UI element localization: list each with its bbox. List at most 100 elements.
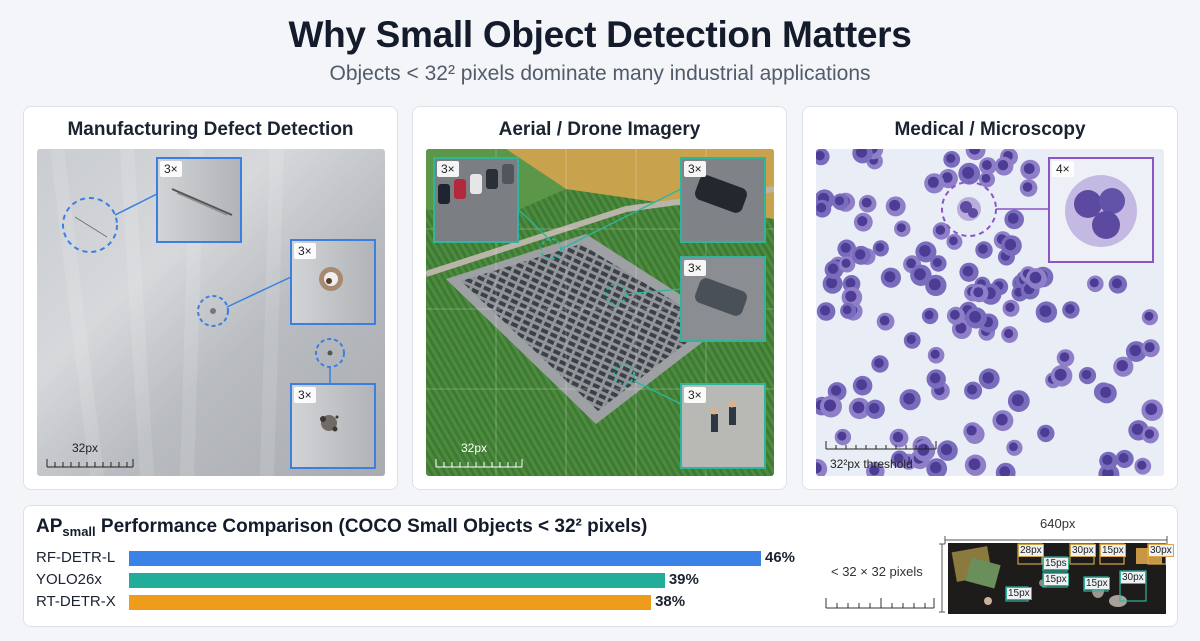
panel-title: Aerial / Drone Imagery bbox=[498, 119, 701, 140]
cell-nucleus bbox=[892, 431, 904, 443]
bar bbox=[129, 573, 665, 588]
cell-nucleus bbox=[816, 150, 825, 161]
cell-nucleus bbox=[1144, 342, 1155, 353]
cell-nucleus bbox=[1118, 453, 1129, 463]
size-note: < 32 × 32 pixels bbox=[831, 564, 923, 579]
metal-surface-image: 3× 3× 3× 32px bbox=[37, 149, 385, 476]
cell-nucleus bbox=[946, 153, 956, 163]
cell-nucleus bbox=[940, 444, 953, 456]
cell-nucleus bbox=[841, 258, 851, 268]
cell-nucleus bbox=[935, 225, 946, 235]
cell-nucleus bbox=[875, 243, 885, 252]
microscopy-panel: Medical / Microscopy 4× 32²px threshold bbox=[802, 106, 1178, 490]
cell-nucleus bbox=[855, 249, 866, 260]
cell-nucleus bbox=[955, 322, 967, 334]
panel-title: Manufacturing Defect Detection bbox=[67, 119, 354, 140]
zoom-label: 3× bbox=[684, 260, 706, 276]
cell-nucleus bbox=[893, 453, 904, 464]
cell-nucleus bbox=[820, 305, 831, 316]
title-prefix: AP bbox=[36, 516, 63, 537]
cell-nucleus bbox=[830, 385, 842, 396]
cell-nucleus bbox=[896, 223, 906, 233]
zoom-label: 3× bbox=[684, 161, 706, 177]
cell-nucleus bbox=[1116, 360, 1128, 372]
cell-nucleus bbox=[968, 458, 981, 471]
cell-nucleus bbox=[932, 258, 942, 267]
cell-nucleus bbox=[969, 149, 980, 155]
cell-nucleus bbox=[999, 466, 1011, 476]
cell-nucleus bbox=[1100, 386, 1112, 398]
cell-nucleus bbox=[879, 315, 890, 326]
cell-nucleus bbox=[868, 403, 880, 414]
cell-nucleus bbox=[827, 263, 839, 274]
manufacturing-panel: Manufacturing Defect Detection bbox=[23, 106, 398, 490]
panel-title: Medical / Microscopy bbox=[894, 119, 1086, 140]
cell-nucleus bbox=[928, 278, 941, 291]
cell-nucleus bbox=[816, 462, 822, 474]
size-ruler bbox=[825, 598, 935, 609]
cell-nucleus bbox=[1145, 403, 1158, 416]
cell-nucleus bbox=[962, 266, 974, 277]
aerial-panel: Aerial / Drone Imagery bbox=[412, 106, 787, 490]
cell-nucleus bbox=[996, 413, 1008, 426]
bar-value-label: 38% bbox=[655, 593, 686, 610]
detection-box-label: 15px bbox=[1100, 544, 1126, 557]
cell-nucleus bbox=[1039, 305, 1052, 317]
cell-nucleus bbox=[1137, 460, 1147, 470]
cell-nucleus bbox=[874, 358, 884, 368]
cell-nucleus bbox=[1065, 304, 1075, 314]
cell-nucleus bbox=[917, 443, 930, 456]
cell-nucleus bbox=[834, 196, 845, 206]
scale-label: 32px bbox=[72, 441, 99, 455]
scale-label: 32px bbox=[461, 441, 488, 455]
cell-nucleus bbox=[1089, 278, 1099, 288]
cell-nucleus bbox=[845, 290, 857, 302]
bar-value-label: 39% bbox=[668, 571, 699, 588]
cell-nucleus bbox=[962, 166, 975, 179]
bar-category-label: YOLO26x bbox=[36, 571, 102, 588]
cell-nucleus bbox=[924, 310, 934, 320]
cell-nucleus bbox=[1004, 328, 1014, 339]
scale-label: 32²px threshold bbox=[830, 457, 913, 471]
cell-nucleus bbox=[852, 401, 865, 414]
cell-nucleus bbox=[856, 379, 867, 391]
cell-nucleus bbox=[1144, 429, 1155, 439]
cell-nucleus bbox=[1011, 394, 1024, 407]
cell-nucleus bbox=[978, 244, 988, 254]
defect-marker-circle bbox=[197, 295, 229, 327]
cell-nucleus bbox=[855, 149, 868, 158]
cell-nucleus bbox=[973, 287, 984, 298]
cell-nucleus bbox=[1144, 311, 1154, 321]
cell-nucleus bbox=[840, 242, 851, 253]
performance-panel: APsmall Performance Comparison (COCO Sma… bbox=[23, 505, 1178, 627]
cell-nucleus bbox=[1023, 163, 1035, 174]
cell-nucleus bbox=[861, 197, 872, 208]
cell-nucleus bbox=[966, 425, 977, 436]
cell-nucleus bbox=[826, 277, 838, 289]
cell-nucleus bbox=[949, 236, 958, 246]
cell-nucleus bbox=[930, 349, 940, 359]
chart-title: APsmall Performance Comparison (COCO Sma… bbox=[36, 516, 647, 539]
cell-nucleus bbox=[950, 309, 960, 320]
cell-nucleus bbox=[1111, 278, 1122, 289]
cell-nucleus bbox=[824, 399, 836, 412]
aerial-image: 3× 3× 3× 3× 32px bbox=[426, 149, 774, 476]
cell-nucleus bbox=[903, 392, 915, 405]
thumbnail-width-label: 640px bbox=[1040, 516, 1076, 531]
detection-box-label: 30px bbox=[1148, 544, 1174, 557]
cell-nucleus bbox=[816, 202, 827, 213]
zoom-label: 3× bbox=[294, 243, 316, 259]
bar-category-label: RT-DETR-X bbox=[36, 593, 116, 610]
cell-nucleus bbox=[1009, 442, 1018, 452]
cell-nucleus bbox=[857, 216, 868, 227]
cell-nucleus bbox=[982, 160, 992, 170]
detection-box-label: 28px bbox=[1018, 544, 1044, 557]
cell-nucleus bbox=[981, 174, 991, 183]
cell-nucleus bbox=[1022, 182, 1033, 192]
detection-box-label: 30px bbox=[1070, 544, 1096, 557]
cell-nucleus bbox=[1131, 423, 1144, 435]
page-title: Why Small Object Detection Matters bbox=[288, 14, 912, 55]
cell-nucleus bbox=[869, 465, 880, 476]
cell-nucleus bbox=[919, 245, 931, 257]
bar bbox=[129, 551, 761, 566]
